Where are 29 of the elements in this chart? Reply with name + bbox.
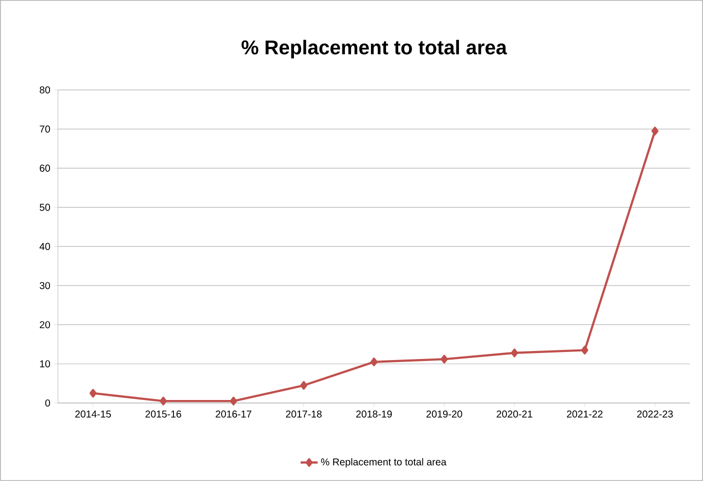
x-tick-label: 2022-23 (637, 410, 673, 418)
y-tick-label: 70 (40, 126, 50, 133)
point (581, 346, 588, 354)
point (370, 358, 378, 366)
point (90, 388, 97, 398)
point (651, 126, 658, 136)
y-tick-label: 40 (40, 242, 50, 250)
point (230, 396, 238, 406)
x-tick-label: 2020-21 (496, 410, 532, 418)
legend-label: % Replacement to total area (321, 458, 446, 468)
y-tick-label: 30 (40, 282, 50, 290)
x-tick-label: 2021-22 (566, 410, 603, 418)
y-tick-label: 10 (40, 360, 50, 368)
y-tick-label: 0 (45, 400, 50, 407)
y-tick-label: 20 (40, 321, 50, 328)
x-tick-label: 2018-19 (356, 410, 392, 418)
x-tick-label: 2016-17 (216, 410, 252, 418)
x-tick-label: 2019-20 (426, 410, 462, 418)
point (510, 348, 518, 358)
point (300, 381, 308, 390)
y-tick-label: 50 (40, 204, 50, 211)
x-tick-label: 2015-16 (146, 410, 182, 418)
y-tick-label: 60 (40, 164, 50, 172)
point (160, 396, 167, 406)
chart-title: % Replacement to total area (242, 40, 508, 58)
x-tick-label: 2014-15 (75, 410, 111, 418)
point (440, 354, 448, 364)
x-tick-label: 2017-18 (286, 410, 322, 418)
y-tick-label: 80 (40, 86, 50, 94)
